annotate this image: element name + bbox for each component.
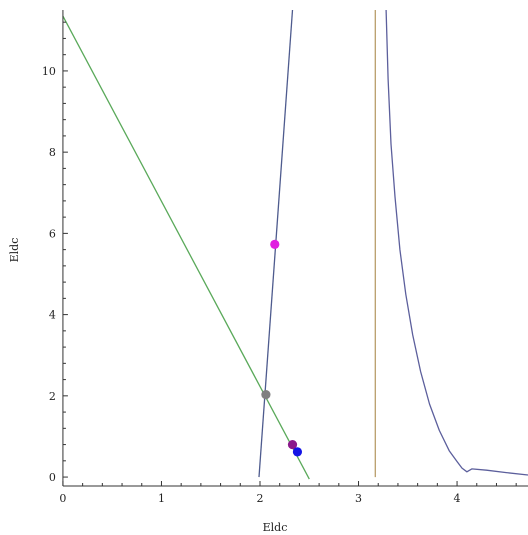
data-point-1 (270, 239, 280, 249)
data-point-3 (287, 439, 298, 450)
series-line-4 (385, 9, 528, 476)
y-tick-label: 4 (49, 309, 56, 322)
axis-layer: 0 1 2 3 4 0 2 4 6 8 10 (42, 10, 528, 505)
y-tick-label: 6 (49, 227, 56, 240)
series-layer (62, 9, 528, 480)
point-layer (261, 239, 303, 457)
x-tick-label: 4 (454, 492, 461, 505)
x-tick-label: 1 (158, 492, 165, 505)
y-axis-title: Eldc (8, 238, 21, 263)
x-tick-label: 2 (256, 492, 263, 505)
x-tick-label: 3 (355, 492, 362, 505)
y-tick-label: 10 (42, 65, 56, 78)
y-tick-label: 8 (49, 146, 56, 159)
x-tick-label: 0 (59, 492, 66, 505)
series-line-1 (62, 15, 310, 480)
y-tick-label: 2 (49, 390, 56, 403)
data-point-2 (261, 390, 271, 400)
data-point-4 (292, 447, 303, 457)
x-axis-title: Eldc (263, 521, 288, 534)
y-tick-label: 0 (49, 471, 56, 484)
